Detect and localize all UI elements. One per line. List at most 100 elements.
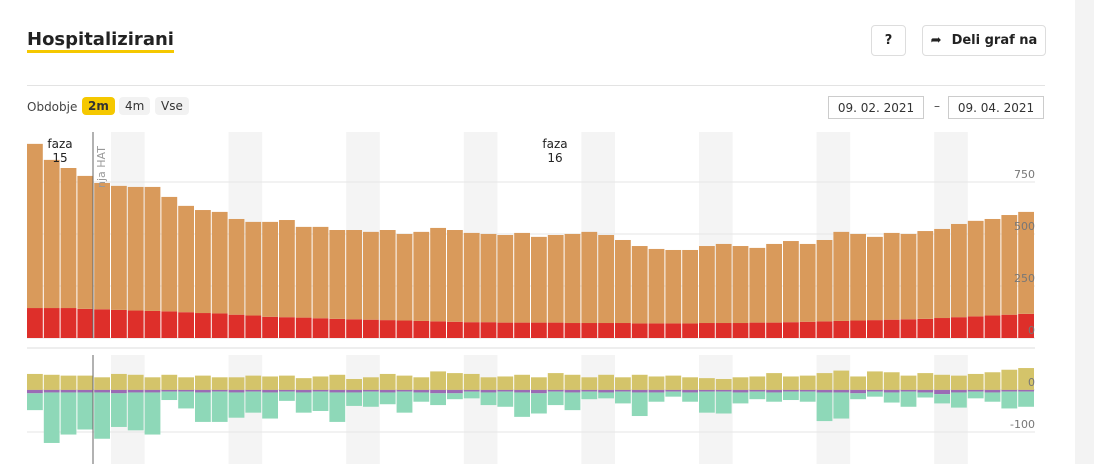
bar: [447, 389, 463, 394]
y-tick-label: -100: [1010, 418, 1035, 431]
bar: [967, 391, 984, 399]
help-button[interactable]: ?: [871, 25, 906, 56]
bar: [799, 391, 816, 402]
bar: [228, 314, 245, 338]
bar: [648, 389, 665, 393]
date-from[interactable]: 09. 02. 2021: [828, 96, 924, 119]
event-label: nja HAT: [95, 146, 108, 188]
bar: [279, 220, 295, 318]
bar: [94, 182, 110, 310]
bar: [699, 389, 715, 392]
bar: [598, 323, 614, 338]
bar: [27, 308, 43, 338]
bar: [279, 389, 295, 392]
bar: [917, 231, 934, 319]
bar: [564, 323, 581, 338]
bar: [531, 236, 547, 323]
bar: [766, 373, 782, 390]
bar: [228, 392, 245, 418]
bar: [111, 393, 127, 427]
period-button[interactable]: 4m: [119, 97, 151, 115]
share-button[interactable]: ➦ Deli graf na: [922, 25, 1046, 56]
bar: [43, 389, 60, 393]
bar: [665, 389, 682, 392]
title: Hospitalizirani: [27, 30, 174, 53]
bar: [564, 233, 581, 324]
bar: [715, 378, 732, 390]
bar: [447, 373, 463, 390]
bar: [799, 243, 816, 322]
bar: [766, 322, 782, 338]
bar: [816, 321, 833, 338]
bar: [60, 308, 77, 338]
bar: [766, 243, 782, 323]
bar: [581, 323, 598, 338]
bar: [262, 376, 278, 390]
bar: [598, 235, 614, 324]
bar: [984, 218, 1001, 316]
bar: [363, 391, 379, 407]
bar: [396, 375, 413, 390]
bar: [984, 392, 1001, 402]
date-separator: –: [934, 99, 940, 113]
bar: [379, 320, 396, 338]
bar: [430, 227, 446, 322]
phase-label: faza 16: [542, 137, 567, 165]
bar: [279, 375, 295, 390]
bar: [749, 376, 766, 390]
bar: [178, 391, 194, 409]
period-button[interactable]: Vse: [155, 97, 189, 115]
bar: [867, 371, 883, 390]
bar: [631, 323, 648, 338]
phase-label-line: faza: [542, 137, 567, 151]
bar: [615, 389, 631, 392]
bar: [934, 228, 950, 319]
bar: [1001, 215, 1018, 315]
bar: [211, 389, 228, 392]
bar: [917, 318, 934, 338]
bar: [262, 389, 278, 393]
bar: [900, 391, 917, 407]
bar: [27, 393, 43, 411]
bar: [900, 233, 917, 320]
date-to[interactable]: 09. 04. 2021: [948, 96, 1044, 119]
bar: [430, 371, 446, 390]
period-button[interactable]: 2m: [82, 97, 115, 115]
bar: [127, 374, 144, 390]
bar: [581, 231, 598, 324]
bar: [1001, 389, 1018, 392]
bar: [951, 392, 967, 408]
bar: [984, 372, 1001, 390]
bar: [867, 391, 883, 397]
bar: [413, 392, 430, 402]
bar: [850, 393, 866, 400]
bar: [867, 320, 883, 338]
bar: [346, 230, 362, 320]
bar: [900, 389, 917, 392]
bar: [329, 389, 346, 393]
bar: [178, 205, 194, 313]
bar: [732, 377, 749, 390]
weekend-band: [463, 355, 498, 464]
bar: [883, 319, 900, 338]
bar: [396, 389, 413, 392]
bar: [665, 391, 682, 397]
bar: [783, 322, 799, 338]
bar: [363, 231, 379, 320]
bar: [329, 318, 346, 338]
bar: [615, 391, 631, 404]
bar: [27, 389, 43, 394]
bar: [715, 243, 732, 324]
bar: [799, 375, 816, 390]
bar: [799, 321, 816, 338]
bar: [648, 376, 665, 390]
bar: [480, 377, 497, 390]
bar: [833, 392, 850, 419]
bar: [295, 389, 312, 393]
bar: [111, 389, 127, 394]
bar: [447, 393, 463, 400]
bar: [547, 322, 564, 338]
scrollbar: [1075, 0, 1094, 464]
bar: [161, 391, 178, 401]
bar: [883, 392, 900, 403]
